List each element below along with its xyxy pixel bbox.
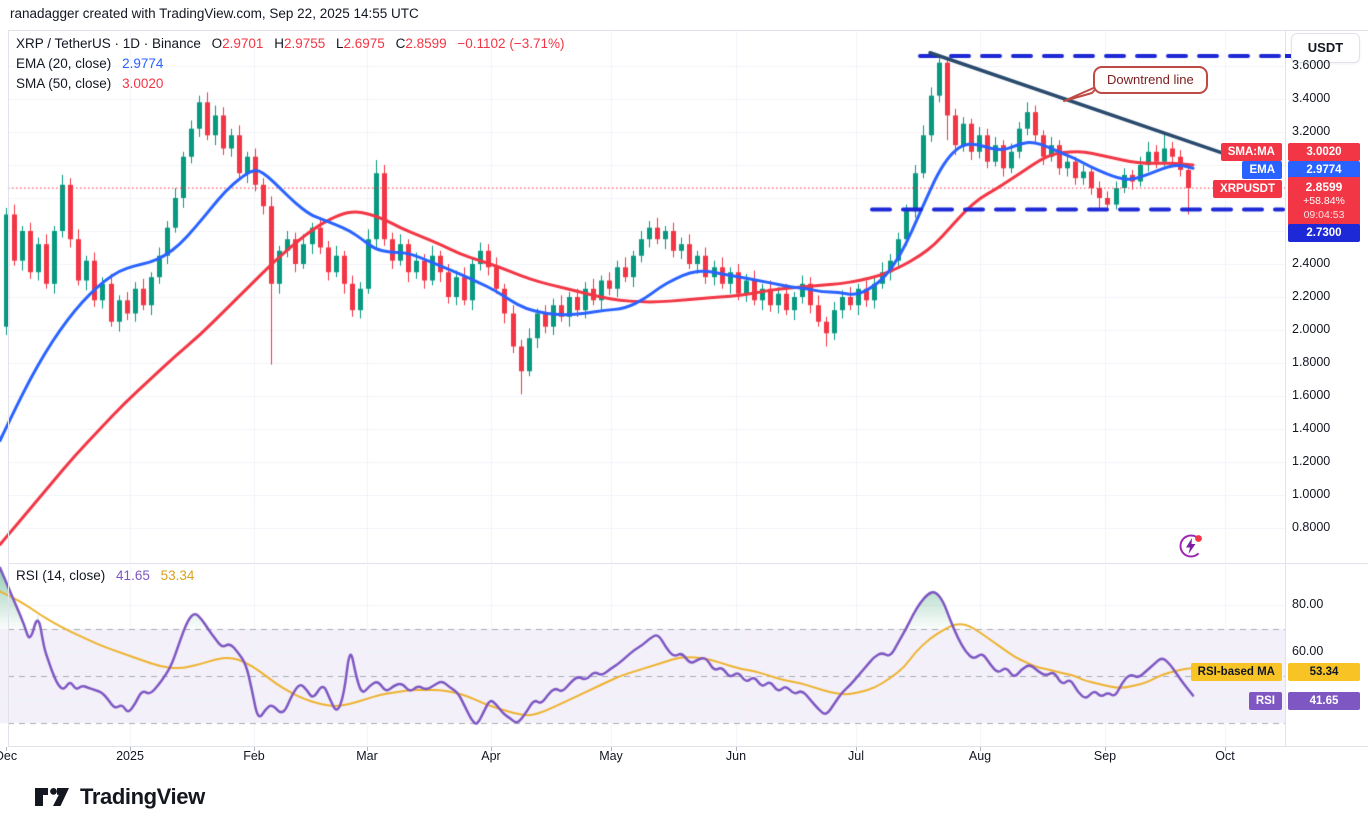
- time-tick-mark: [1105, 747, 1106, 751]
- ohlc-close-key: C: [395, 36, 406, 51]
- rsi-legend: RSI (14, close) 41.65 53.34: [16, 568, 194, 583]
- ohlc-close-value: 2.8599: [405, 36, 447, 51]
- symbol-legend-row: XRP / TetherUS · 1D · Binance O2.9701 H2…: [16, 34, 564, 53]
- rsi-name-chip[interactable]: RSI: [1248, 692, 1282, 710]
- sma-label[interactable]: SMA (50, close): [16, 76, 112, 91]
- rsi-tick: 80.00: [1292, 597, 1324, 611]
- main-price-chart[interactable]: [0, 30, 1285, 563]
- sma-name-chip[interactable]: SMA:MA: [1220, 143, 1282, 161]
- ohlc-low-key: L: [336, 36, 344, 51]
- price-tick: 2.0000: [1292, 322, 1331, 336]
- sma-value: 3.0020: [122, 76, 164, 91]
- time-tick-label: 2025: [116, 749, 144, 763]
- rsi-value: 41.65: [116, 568, 150, 583]
- downtrend-callout[interactable]: Downtrend line: [1093, 66, 1208, 94]
- ohlc-open-value: 2.9701: [222, 36, 264, 51]
- time-tick-mark: [856, 747, 857, 751]
- currency-button[interactable]: USDT: [1291, 33, 1360, 63]
- time-tick-label: Apr: [481, 749, 501, 763]
- rsi-value-chip[interactable]: 41.65: [1288, 692, 1360, 710]
- main-legend: XRP / TetherUS · 1D · Binance O2.9701 H2…: [16, 34, 564, 94]
- ema-label[interactable]: EMA (20, close): [16, 56, 112, 71]
- flash-icon[interactable]: [1178, 533, 1204, 559]
- ohlc-high-key: H: [274, 36, 284, 51]
- price-tick: 1.6000: [1292, 388, 1331, 402]
- time-tick-mark: [736, 747, 737, 751]
- time-tick-mark: [367, 747, 368, 751]
- price-tick: 1.4000: [1292, 421, 1331, 435]
- ema-value: 2.9774: [122, 56, 164, 71]
- attribution-text: ranadagger created with TradingView.com,…: [10, 6, 419, 21]
- ema-name-chip[interactable]: EMA: [1242, 161, 1282, 179]
- rsi-ma-value: 53.34: [160, 568, 195, 583]
- support-price-chip[interactable]: 2.7300: [1288, 224, 1360, 242]
- time-tick-mark: [491, 747, 492, 751]
- price-tick: 2.2000: [1292, 289, 1331, 303]
- time-tick-label: Jul: [848, 749, 864, 763]
- ema-legend-row: EMA (20, close) 2.9774: [16, 54, 564, 73]
- bar-countdown: 09:04:53: [1303, 209, 1345, 221]
- tradingview-logo[interactable]: TradingView: [34, 784, 205, 810]
- rsi-ma-name-chip[interactable]: RSI-based MA: [1190, 663, 1282, 681]
- ohlc-low-value: 2.6975: [343, 36, 385, 51]
- ohlc-open-key: O: [211, 36, 223, 51]
- time-tick-mark: [6, 747, 7, 751]
- last-price-value: 2.8599: [1305, 180, 1343, 194]
- ohlc-high-value: 2.9755: [283, 36, 326, 51]
- change-percent-value: +58.84%: [1303, 195, 1345, 207]
- time-tick-label: Oct: [1215, 749, 1235, 763]
- rsi-label[interactable]: RSI (14, close): [16, 568, 106, 583]
- time-tick-label: Feb: [243, 749, 265, 763]
- tradingview-logo-mark: [35, 788, 69, 806]
- rsi-panel-divider[interactable]: [8, 563, 1368, 564]
- price-tick: 3.6000: [1292, 58, 1331, 72]
- time-tick-mark: [130, 747, 131, 751]
- price-tick: 3.2000: [1292, 124, 1331, 138]
- time-tick-label: Jun: [725, 749, 747, 763]
- symbol-name-chip[interactable]: XRPUSDT: [1213, 180, 1282, 198]
- time-tick-label: Sep: [1093, 749, 1117, 763]
- sma-price-chip[interactable]: 3.0020: [1288, 143, 1360, 161]
- ema-price-chip[interactable]: 2.9774: [1288, 161, 1360, 179]
- price-tick: 0.8000: [1292, 520, 1331, 534]
- price-tick: 1.8000: [1292, 355, 1331, 369]
- sma-legend-row: SMA (50, close) 3.0020: [16, 74, 564, 93]
- rsi-panel-chart[interactable]: [0, 565, 1285, 746]
- rsi-ma-value-chip[interactable]: 53.34: [1288, 663, 1360, 681]
- change-value: −0.1102 (−3.71%): [457, 36, 565, 51]
- price-tick: 2.4000: [1292, 256, 1331, 270]
- rsi-tick: 60.00: [1292, 644, 1324, 658]
- price-tick: 1.0000: [1292, 487, 1331, 501]
- time-tick-mark: [1225, 747, 1226, 751]
- time-tick-label: Mar: [356, 749, 378, 763]
- price-tick: 1.2000: [1292, 454, 1331, 468]
- symbol-title[interactable]: XRP / TetherUS · 1D · Binance: [16, 36, 201, 51]
- time-tick-mark: [980, 747, 981, 751]
- time-tick-mark: [254, 747, 255, 751]
- panel-top-border: [8, 30, 1368, 31]
- time-tick-mark: [611, 747, 612, 751]
- last-price-chip[interactable]: 2.8599 +58.84% 09:04:53: [1288, 177, 1360, 226]
- time-tick-label: May: [599, 749, 623, 763]
- time-axis-border: [8, 746, 1368, 747]
- brand-wordmark: TradingView: [80, 784, 205, 809]
- panel-left-border: [8, 30, 9, 746]
- time-tick-label: Aug: [968, 749, 992, 763]
- price-tick: 3.4000: [1292, 91, 1331, 105]
- price-axis-border[interactable]: [1285, 30, 1286, 746]
- time-tick-label: Dec: [0, 749, 18, 763]
